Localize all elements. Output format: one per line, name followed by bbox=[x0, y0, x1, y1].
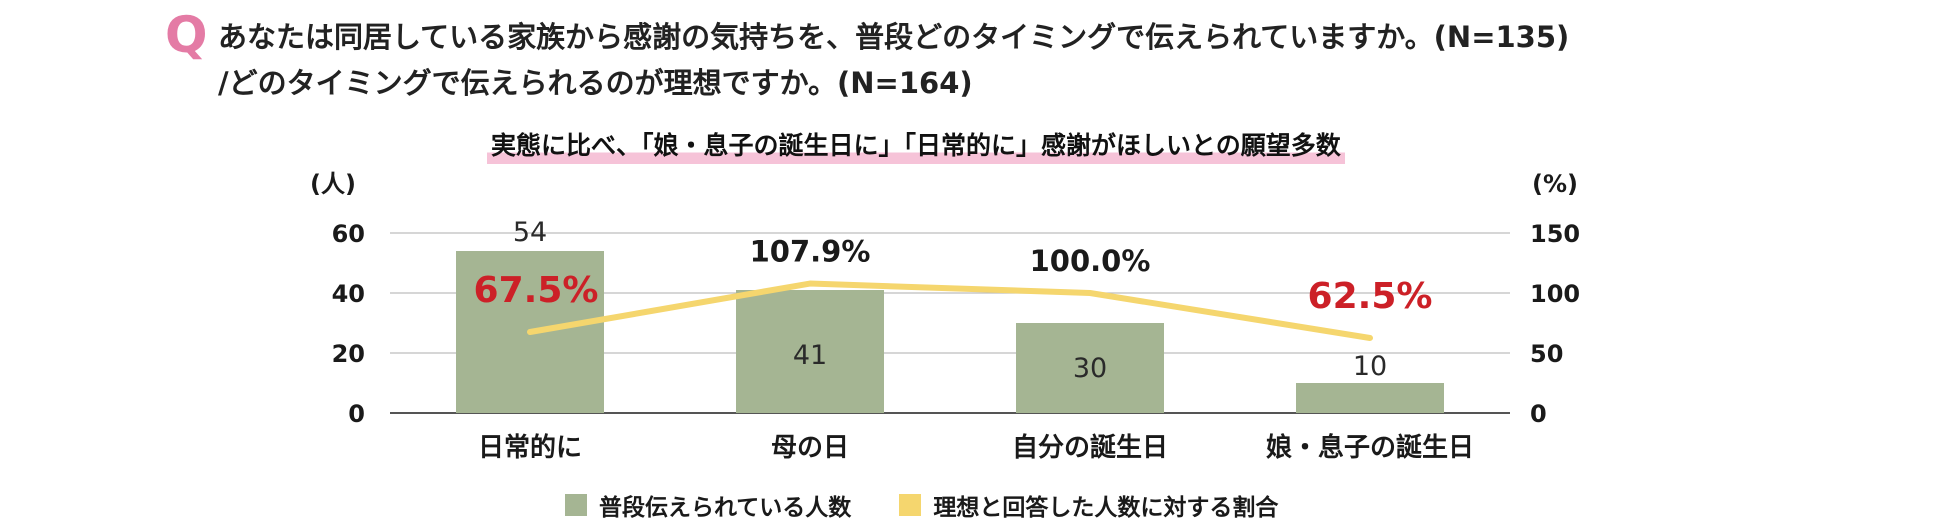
legend-item-bar: 普段伝えられている人数 bbox=[565, 488, 851, 522]
x-category-label: 自分の誕生日 bbox=[1012, 432, 1168, 463]
chart-title: 実態に比べ、「娘・息子の誕生日に」「日常的に」感謝がほしいとの願望多数 bbox=[487, 126, 1345, 164]
y-right-tick-label: 100 bbox=[1530, 280, 1580, 308]
y-right-tick-label: 150 bbox=[1530, 220, 1580, 248]
y-left-unit-label: (人) bbox=[310, 170, 356, 198]
data-labels: 54 41 30 10 67.5% 107.9% 100.0% 62.5% bbox=[474, 217, 1433, 384]
bar bbox=[1016, 323, 1164, 413]
legend-item-line: 理想と回答した人数に対する割合 bbox=[899, 488, 1278, 522]
y-left-tick-label: 0 bbox=[348, 400, 365, 428]
y-left-tick-label: 20 bbox=[332, 340, 365, 368]
question-line-2: /どのタイミングで伝えられるのが理想ですか。(N=164) bbox=[218, 66, 973, 100]
x-category-label: 母の日 bbox=[771, 433, 849, 463]
x-category-label: 日常的に bbox=[478, 432, 582, 463]
bar-series bbox=[456, 251, 1444, 413]
line-value-label: 107.9% bbox=[750, 235, 871, 269]
legend: 普段伝えられている人数 理想と回答した人数に対する割合 bbox=[565, 488, 1314, 522]
bar bbox=[1296, 383, 1444, 413]
axes: 0 20 40 60 0 50 100 150 (人) (%) 日常的に 母の日 自分の誕生日 娘・息子の… bbox=[310, 170, 1580, 463]
legend-swatch-bar bbox=[565, 494, 587, 516]
y-right-tick-label: 50 bbox=[1530, 340, 1563, 368]
line-value-label: 67.5% bbox=[474, 270, 599, 311]
bar bbox=[736, 290, 884, 413]
question-text: あなたは同居している家族から感謝の気持ちを、普段どのタイミングで伝えられています… bbox=[218, 14, 1918, 106]
x-category-label: 娘・息子の誕生日 bbox=[1266, 432, 1474, 463]
y-left-tick-label: 60 bbox=[332, 220, 365, 248]
bar-value-label: 10 bbox=[1353, 351, 1387, 382]
y-right-unit-label: (%) bbox=[1532, 170, 1578, 198]
line-path bbox=[527, 280, 1373, 341]
line-series bbox=[527, 280, 1373, 341]
question-marker: Q bbox=[165, 6, 208, 64]
legend-swatch-line bbox=[899, 494, 922, 516]
y-left-tick-label: 40 bbox=[332, 280, 365, 308]
legend-label-bar: 普段伝えられている人数 bbox=[599, 495, 852, 521]
bar-value-label: 54 bbox=[513, 217, 547, 248]
legend-label-line: 理想と回答した人数に対する割合 bbox=[933, 495, 1279, 521]
y-right-tick-label: 0 bbox=[1530, 400, 1547, 428]
bar-value-label: 30 bbox=[1073, 353, 1107, 384]
line-value-label: 100.0% bbox=[1030, 244, 1151, 278]
bar-value-label: 41 bbox=[793, 340, 827, 371]
line-value-label: 62.5% bbox=[1308, 276, 1433, 317]
question-line-1: あなたは同居している家族から感謝の気持ちを、普段どのタイミングで伝えられています… bbox=[218, 20, 1570, 54]
